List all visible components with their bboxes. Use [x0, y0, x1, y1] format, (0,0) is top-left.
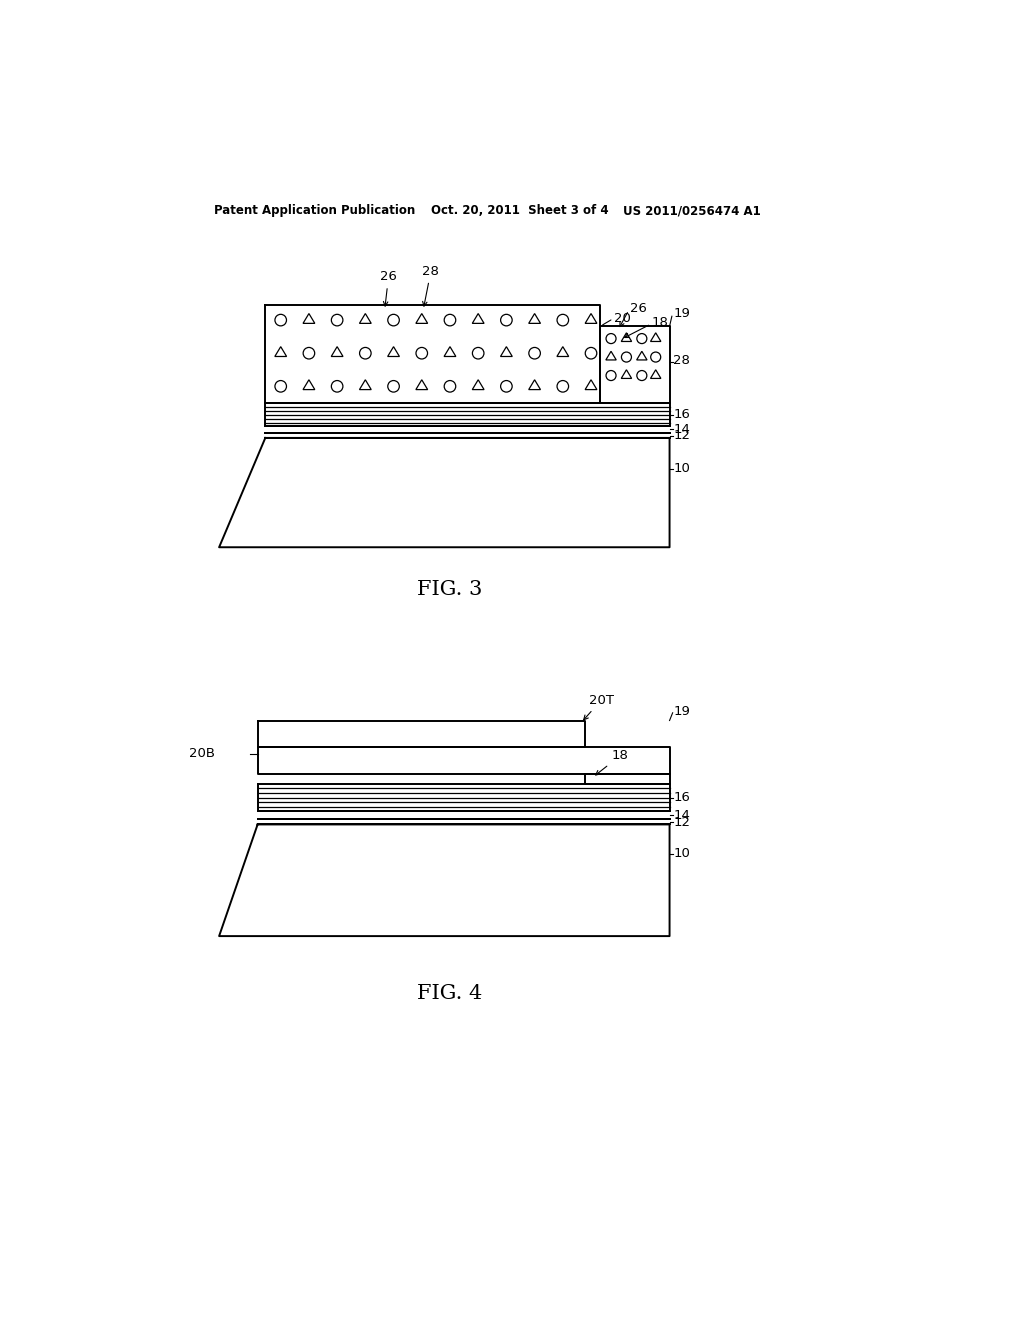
- Text: 10: 10: [674, 462, 690, 475]
- Text: FIG. 4: FIG. 4: [418, 985, 482, 1003]
- Text: 19: 19: [674, 705, 690, 718]
- Text: US 2011/0256474 A1: US 2011/0256474 A1: [624, 205, 761, 218]
- Text: 10: 10: [674, 847, 690, 861]
- Text: 20B: 20B: [189, 747, 215, 760]
- Text: 20T: 20T: [584, 693, 613, 719]
- Text: 16: 16: [674, 791, 690, 804]
- Text: 20: 20: [614, 312, 631, 325]
- Text: 19: 19: [674, 308, 690, 321]
- Text: 12: 12: [674, 429, 690, 442]
- Text: 14: 14: [674, 809, 690, 822]
- Text: 14: 14: [674, 422, 690, 436]
- Text: FIG. 3: FIG. 3: [418, 579, 482, 599]
- Text: 28: 28: [423, 265, 439, 306]
- Text: Patent Application Publication: Patent Application Publication: [214, 205, 415, 218]
- Text: 18: 18: [596, 748, 629, 775]
- Text: 26: 26: [380, 271, 397, 306]
- Text: 26: 26: [630, 302, 646, 315]
- Text: 18: 18: [652, 315, 669, 329]
- Text: 12: 12: [674, 816, 690, 829]
- Text: Oct. 20, 2011  Sheet 3 of 4: Oct. 20, 2011 Sheet 3 of 4: [431, 205, 608, 218]
- Text: 16: 16: [674, 408, 690, 421]
- Text: 28: 28: [674, 354, 690, 367]
